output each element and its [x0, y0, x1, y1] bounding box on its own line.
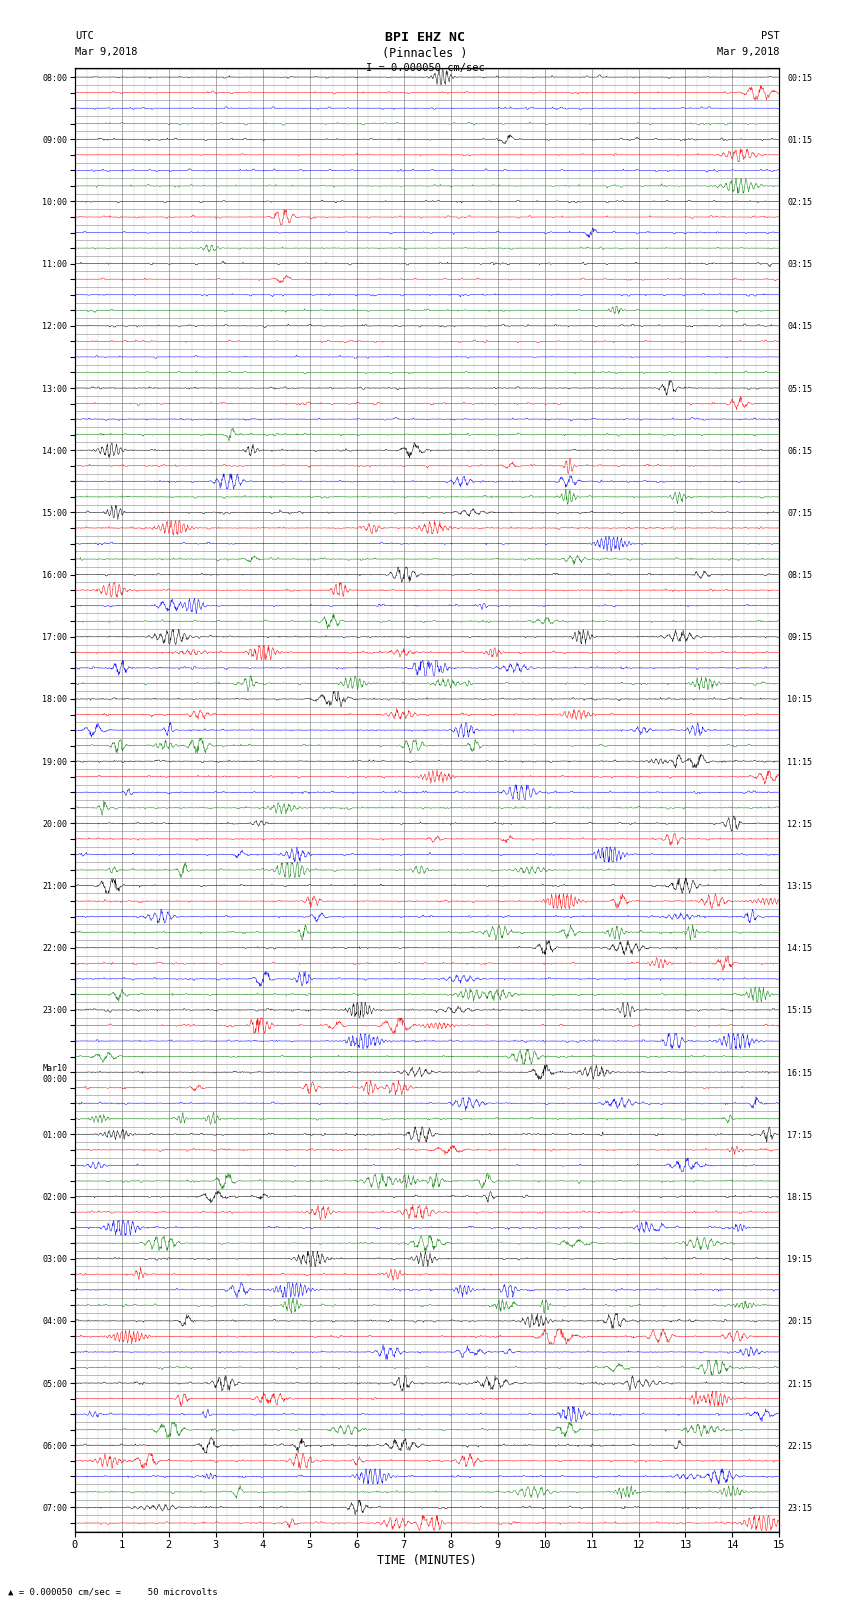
X-axis label: TIME (MINUTES): TIME (MINUTES) — [377, 1555, 477, 1568]
Text: BPI EHZ NC: BPI EHZ NC — [385, 31, 465, 44]
Text: I = 0.000050 cm/sec: I = 0.000050 cm/sec — [366, 63, 484, 73]
Text: ▲ = 0.000050 cm/sec =     50 microvolts: ▲ = 0.000050 cm/sec = 50 microvolts — [8, 1587, 218, 1597]
Text: (Pinnacles ): (Pinnacles ) — [382, 47, 468, 60]
Text: UTC: UTC — [75, 31, 94, 40]
Text: Mar 9,2018: Mar 9,2018 — [75, 47, 138, 56]
Text: Mar 9,2018: Mar 9,2018 — [717, 47, 779, 56]
Text: PST: PST — [761, 31, 779, 40]
